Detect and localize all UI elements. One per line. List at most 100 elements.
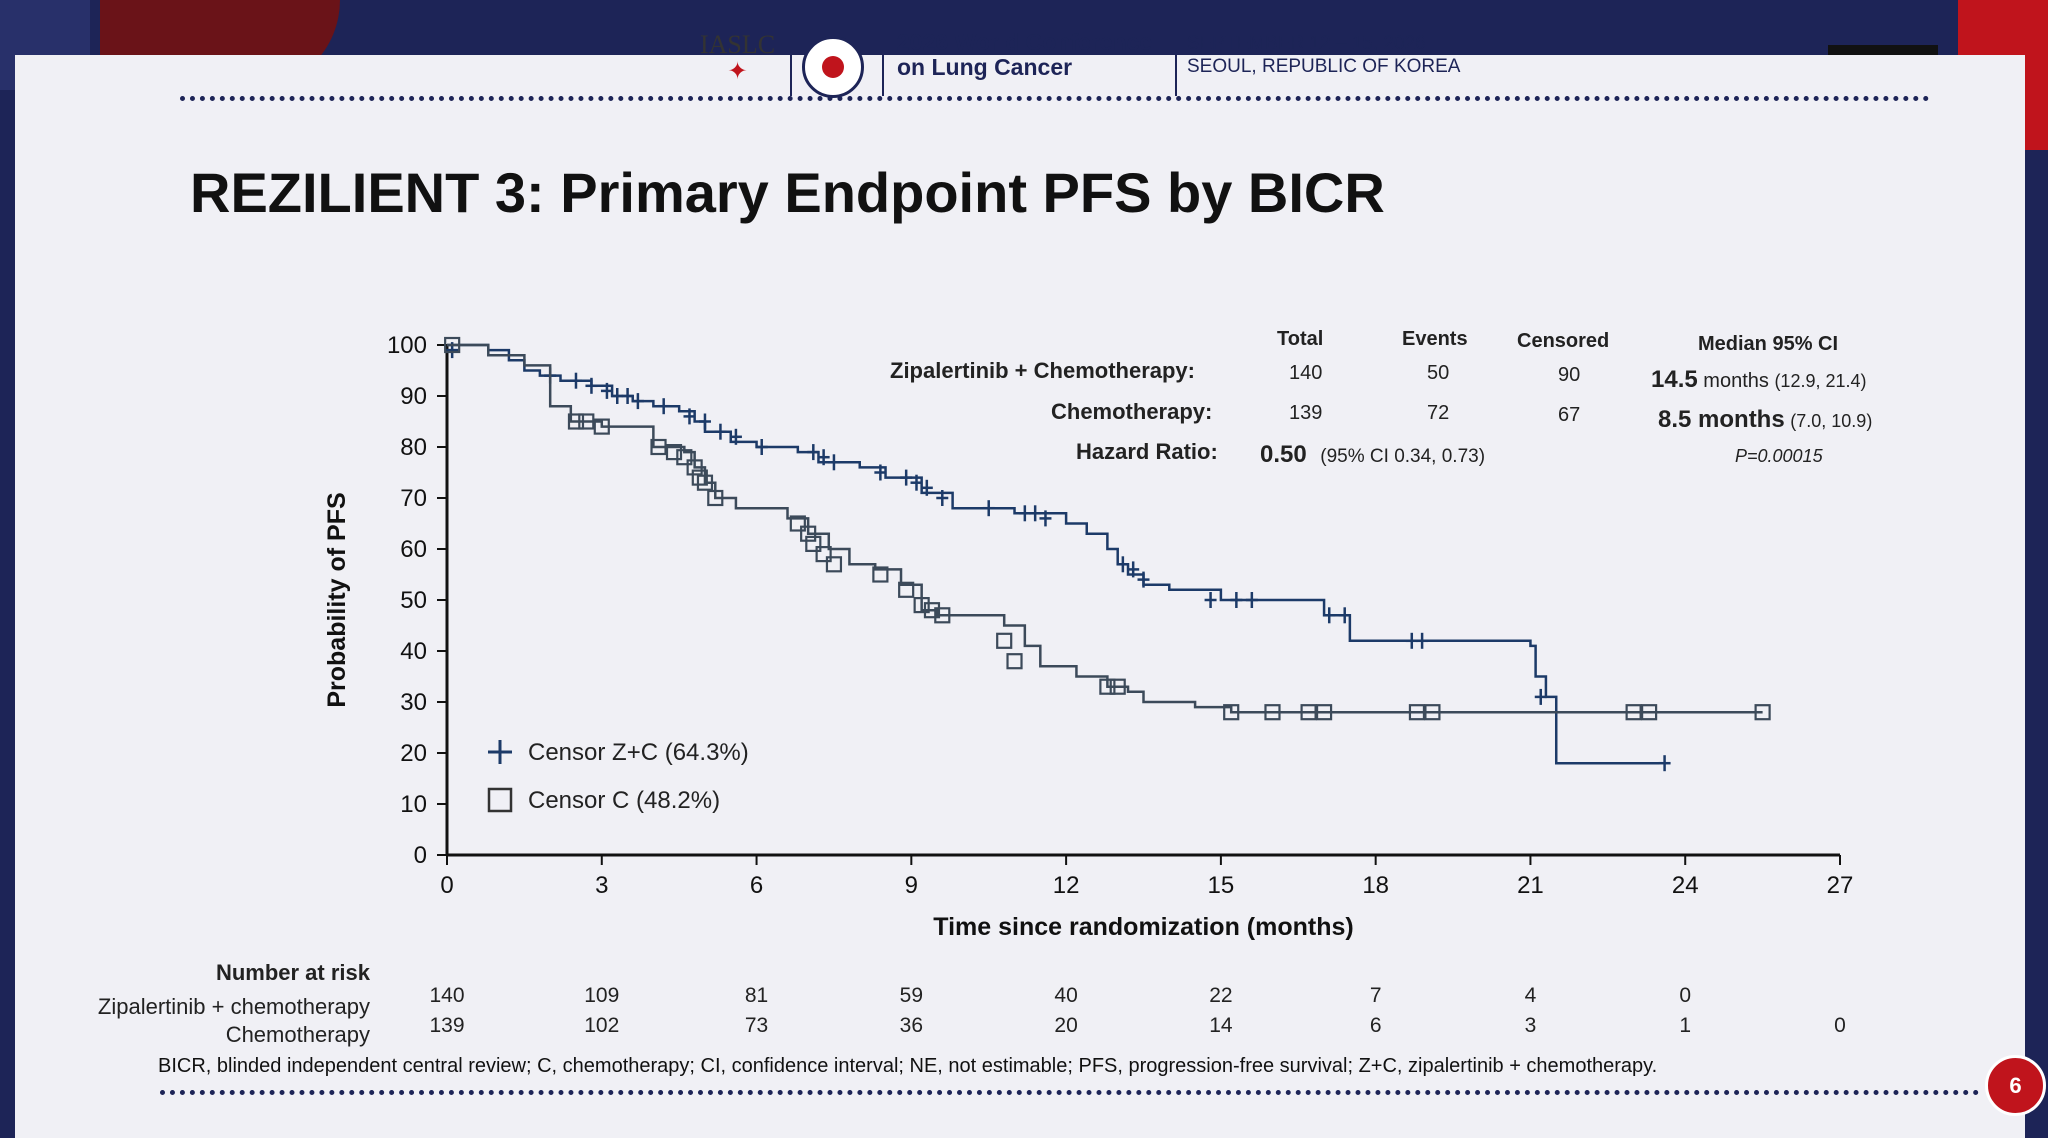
c-total: 139 — [1289, 402, 1323, 424]
dates-line-2: SEOUL, REPUBLIC OF KOREA — [1187, 56, 1461, 77]
censor-mark — [631, 393, 644, 410]
org-name: IASLC — [700, 30, 776, 59]
curves — [444, 336, 1771, 772]
conference-line-2: on Lung Cancer — [897, 54, 1073, 80]
y-tick-label: 100 — [387, 332, 427, 359]
risk-count: 59 — [899, 984, 923, 1007]
hazard-ratio-ci: (95% CI 0.34, 0.73) — [1320, 446, 1486, 467]
p-value: P=0.00015 — [1735, 446, 1823, 466]
censor-mark — [1641, 704, 1658, 721]
footnote: BICR, blinded independent central review… — [158, 1055, 1658, 1077]
risk-count: 102 — [584, 1014, 620, 1037]
x-tick-label: 3 — [595, 872, 608, 899]
censor-mark — [665, 444, 683, 461]
censor-mark — [686, 459, 703, 476]
km-curve — [447, 343, 1660, 765]
dates-line-1: SEPTEMBER 12 – 15, 2026 — [1187, 33, 1426, 54]
page-number: 6 — [1985, 1055, 2046, 1116]
risk-count: 73 — [744, 1014, 769, 1037]
censor-mark — [729, 428, 742, 445]
slide-title: REZILIENT 3: Primary Endpoint PFS by BIC… — [190, 161, 1385, 224]
c-censored: 67 — [1558, 404, 1581, 426]
censor-mark — [1754, 704, 1771, 721]
risk-count: 7 — [1369, 984, 1382, 1007]
censor-mark — [1230, 592, 1243, 608]
censor-mark — [1323, 607, 1336, 624]
x-tick-label: 6 — [750, 872, 763, 899]
x-tick-label: 12 — [1053, 872, 1080, 899]
censor-mark — [611, 388, 624, 404]
y-tick-label: 90 — [400, 383, 427, 410]
x-tick-label: 27 — [1827, 872, 1854, 899]
y-tick-label: 50 — [400, 587, 427, 614]
zc-total: 140 — [1289, 362, 1323, 384]
x-tick-label: 21 — [1517, 872, 1544, 899]
risk-count: 0 — [1834, 1014, 1846, 1037]
risk-count: 81 — [744, 984, 769, 1007]
iaslc-logo: IASLC ✦ — [700, 30, 775, 100]
legend: Censor Z+C (64.3%) Censor C (48.2%) — [487, 739, 749, 814]
axes: 0 10 20 30 40 50 60 70 80 90 100 0 3 6 9 12 15 18 21 24 27 Ti… — [323, 332, 1853, 941]
censor-mark — [934, 607, 951, 624]
censor-mark — [621, 388, 634, 404]
zc-events: 50 — [1427, 362, 1450, 384]
risk-table-title: Number at risk — [215, 960, 370, 985]
legend-label: Censor Z+C (64.3%) — [528, 739, 749, 766]
slide — [15, 55, 2025, 1138]
censor-mark — [569, 372, 582, 389]
risk-count: 4 — [1524, 984, 1537, 1007]
censor-mark — [913, 596, 930, 614]
risk-label-c: Chemotherapy — [225, 1022, 370, 1047]
risk-count: 139 — [429, 1014, 465, 1037]
conference-line-1: 2026 World Conference — [897, 29, 1153, 55]
y-tick-label: 60 — [400, 536, 427, 563]
censor-mark — [691, 469, 708, 486]
censor-mark — [1625, 704, 1642, 721]
censor-mark — [657, 398, 670, 415]
x-tick-label: 24 — [1672, 872, 1699, 899]
y-tick-label: 70 — [400, 485, 427, 512]
zc-median-unit: months — [1703, 370, 1769, 392]
censor-mark — [827, 454, 840, 471]
censor-mark — [1039, 510, 1052, 527]
censor-mark — [585, 377, 598, 394]
censor-mark — [1416, 632, 1429, 649]
x-tick-label: 18 — [1362, 872, 1389, 899]
censor-mark — [910, 474, 923, 491]
risk-count: 140 — [429, 984, 465, 1007]
col-censored: Censored — [1517, 330, 1610, 352]
risk-count: 36 — [899, 1014, 923, 1037]
censor-mark — [936, 490, 949, 506]
x-axis-label: Time since randomization (months) — [933, 913, 1353, 941]
zc-median: 14.5 months (12.9, 21.4) — [1651, 366, 1867, 394]
legend-label: Censor C (48.2%) — [528, 787, 720, 814]
risk-count: 6 — [1369, 1014, 1382, 1037]
risk-count: 0 — [1679, 984, 1692, 1007]
censor-mark — [1300, 704, 1317, 721]
y-axis-label: Probability of PFS — [323, 492, 351, 707]
censor-mark — [1029, 505, 1042, 522]
risk-count: 20 — [1054, 1014, 1078, 1037]
censor-mark — [1099, 678, 1116, 695]
risk-count: 22 — [1209, 984, 1233, 1007]
censor-mark — [982, 500, 995, 517]
censor-mark — [815, 545, 832, 563]
censor-mark — [900, 469, 913, 486]
c-median-ci: (7.0, 10.9) — [1790, 411, 1873, 431]
zc-median-value: 14.5 — [1651, 366, 1698, 393]
censor-mark — [650, 438, 667, 456]
c-median-value: 8.5 months — [1658, 406, 1785, 433]
header-separator — [1175, 38, 1177, 96]
censor-mark — [1127, 561, 1140, 578]
hazard-ratio: 0.50 (95% CI 0.34, 0.73) — [1260, 441, 1485, 469]
censor-mark — [1245, 592, 1258, 608]
censor-mark — [1018, 505, 1031, 522]
censor-mark — [1534, 688, 1547, 705]
conference-dates: SEPTEMBER 12 – 15, 2026 SEOUL, REPUBLIC … — [1187, 32, 1460, 102]
censor-mark — [1116, 556, 1129, 573]
censor-mark — [696, 474, 714, 491]
row-label-c: Chemotherapy: — [1051, 399, 1213, 424]
censor-mark — [789, 515, 806, 532]
censor-mark — [1658, 755, 1671, 772]
